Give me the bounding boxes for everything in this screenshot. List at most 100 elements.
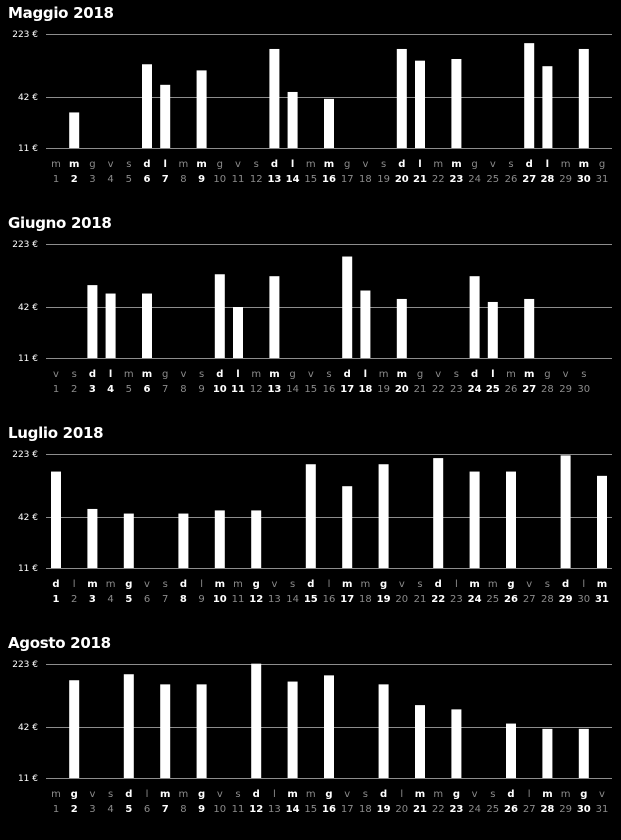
weekday-label: m [451, 159, 461, 170]
y-tick-label: 42 € [18, 723, 38, 733]
day-number-label: 17 [340, 594, 354, 605]
day-number-label: 24 [468, 384, 482, 395]
day-number-label: 14 [286, 804, 300, 815]
weekday-label: v [271, 579, 277, 590]
weekday-label: v [235, 159, 241, 170]
weekday-label: m [469, 579, 479, 590]
weekday-label: s [417, 579, 422, 590]
day-number-label: 29 [559, 174, 572, 185]
weekday-label: g [125, 579, 132, 590]
day-number-label: 11 [231, 384, 245, 395]
weekday-label: m [179, 159, 189, 170]
weekday-label: g [453, 789, 460, 800]
day-number-label: 14 [286, 384, 299, 395]
weekday-label: l [328, 579, 331, 590]
bar-day-20 [396, 298, 407, 358]
day-number-label: 6 [144, 594, 150, 605]
weekday-label: m [160, 789, 170, 800]
bar-day-30 [578, 728, 589, 778]
weekday-label: d [380, 789, 387, 800]
weekday-label: l [582, 579, 585, 590]
weekday-label: v [344, 789, 350, 800]
day-number-label: 10 [213, 384, 227, 395]
weekday-label: l [528, 789, 531, 800]
day-number-label: 22 [432, 804, 445, 815]
month-chart-0: Maggio 2018 223 €42 €11 € m 1 m 2 g 3 v 4 s 5 d 6 l 7 m 8… [0, 0, 621, 210]
day-number-label: 19 [377, 174, 390, 185]
bar-day-14 [287, 681, 298, 778]
bar-day-2 [69, 112, 80, 148]
day-number-label: 19 [377, 384, 390, 395]
weekday-label: d [52, 579, 59, 590]
chart-title: Maggio 2018 [8, 4, 114, 22]
weekday-label: d [507, 789, 514, 800]
day-number-label: 4 [107, 594, 113, 605]
bar-day-14 [287, 91, 298, 148]
weekday-label: s [381, 159, 386, 170]
weekday-label: l [364, 369, 367, 380]
day-number-label: 6 [144, 174, 151, 185]
day-number-label: 22 [431, 594, 445, 605]
day-number-label: 24 [468, 804, 481, 815]
day-number-label: 28 [540, 804, 554, 815]
weekday-label: m [196, 159, 206, 170]
day-number-label: 9 [198, 804, 205, 815]
day-number-label: 8 [180, 384, 186, 395]
bar-day-13 [269, 276, 280, 358]
weekday-label: m [51, 159, 61, 170]
weekday-label: v [563, 369, 569, 380]
day-number-label: 21 [413, 174, 427, 185]
day-number-label: 2 [71, 384, 77, 395]
weekday-label: d [143, 159, 150, 170]
chart-title: Luglio 2018 [8, 424, 104, 442]
weekday-label: l [491, 369, 494, 380]
bar-day-17 [342, 256, 353, 358]
day-number-label: 13 [268, 594, 281, 605]
weekday-label: d [471, 369, 478, 380]
weekday-label: m [251, 369, 261, 380]
weekday-label: m [69, 159, 79, 170]
weekday-label: l [546, 159, 549, 170]
bar-day-16 [324, 98, 334, 148]
bar-day-13 [269, 48, 280, 148]
weekday-label: m [142, 369, 152, 380]
day-number-label: 25 [486, 594, 499, 605]
day-number-label: 12 [249, 594, 263, 605]
y-tick-label: 223 € [12, 30, 38, 40]
day-number-label: 31 [595, 594, 609, 605]
weekday-label: m [215, 579, 225, 590]
day-number-label: 18 [359, 594, 372, 605]
bar-day-30 [578, 48, 589, 148]
day-number-label: 30 [577, 384, 590, 395]
day-number-label: 22 [432, 174, 445, 185]
bar-day-9 [196, 684, 207, 778]
weekday-label: m [561, 789, 571, 800]
weekday-label: g [253, 579, 260, 590]
weekday-label: v [526, 579, 532, 590]
day-number-label: 21 [414, 594, 427, 605]
day-number-label: 5 [126, 174, 132, 185]
weekday-label: m [579, 159, 589, 170]
weekday-label: g [325, 789, 332, 800]
weekday-label: s [126, 159, 131, 170]
bar-day-21 [415, 705, 425, 778]
weekday-label: d [526, 159, 533, 170]
weekday-label: s [72, 369, 77, 380]
bar-day-24 [469, 471, 480, 568]
day-number-label: 23 [450, 594, 463, 605]
y-tick-label: 223 € [12, 240, 38, 250]
weekday-label: v [472, 789, 478, 800]
day-number-label: 2 [71, 174, 78, 185]
day-number-label: 30 [577, 804, 591, 815]
weekday-label: d [125, 789, 132, 800]
weekday-label: d [435, 579, 442, 590]
weekday-label: s [108, 789, 113, 800]
day-number-label: 9 [198, 384, 204, 395]
day-number-label: 28 [541, 384, 554, 395]
day-number-label: 13 [268, 804, 281, 815]
weekday-label: d [562, 579, 569, 590]
bar-day-27 [524, 298, 535, 358]
day-number-label: 30 [577, 594, 590, 605]
weekday-label: d [307, 579, 314, 590]
bar-day-24 [469, 276, 480, 358]
